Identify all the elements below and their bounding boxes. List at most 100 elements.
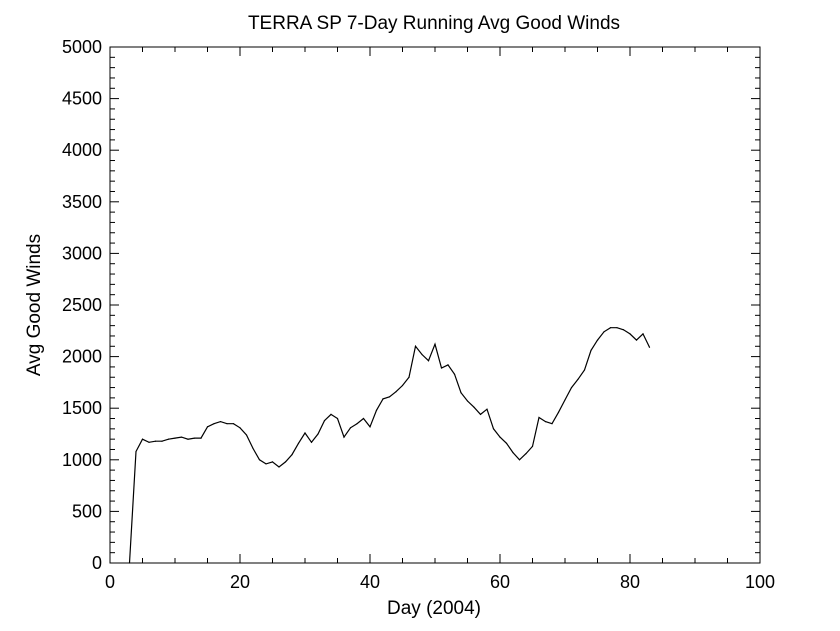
data-point xyxy=(603,331,605,333)
data-point xyxy=(421,353,423,356)
data-point xyxy=(258,459,261,461)
data-point xyxy=(388,396,391,398)
data-point xyxy=(271,461,274,463)
data-series-points xyxy=(128,327,651,564)
data-point xyxy=(323,419,326,422)
chart-title: TERRA SP 7-Day Running Avg Good Winds xyxy=(248,13,620,34)
data-point xyxy=(622,329,625,331)
data-point xyxy=(596,339,599,341)
data-point xyxy=(512,451,514,454)
data-point xyxy=(583,369,586,371)
data-point xyxy=(317,433,319,435)
y-tick-label: 5000 xyxy=(62,37,102,57)
data-point xyxy=(635,339,638,341)
data-point xyxy=(401,384,404,387)
data-point xyxy=(167,438,170,440)
data-point xyxy=(232,423,235,425)
data-point xyxy=(148,441,150,443)
data-point xyxy=(245,434,248,436)
data-point xyxy=(544,421,547,423)
data-point xyxy=(284,461,287,463)
x-tick-label: 20 xyxy=(230,572,250,592)
data-point xyxy=(291,454,293,456)
data-point xyxy=(486,408,488,410)
data-series-line xyxy=(128,327,651,564)
data-point xyxy=(336,417,339,420)
data-point xyxy=(135,450,137,453)
data-point xyxy=(330,413,332,415)
data-point xyxy=(473,406,475,408)
data-point xyxy=(557,411,560,413)
y-tick-label: 4500 xyxy=(62,89,102,109)
y-axis-tick-labels: 0 500 1000 1500 2000 2500 3000 3500 4000 4500 5000 xyxy=(62,37,102,573)
data-point xyxy=(479,413,482,415)
data-point xyxy=(382,398,384,400)
data-point xyxy=(239,427,241,429)
data-point xyxy=(590,349,592,352)
y-tick-label: 3000 xyxy=(62,243,102,263)
data-point xyxy=(395,391,397,393)
data-point xyxy=(466,400,469,402)
data-point xyxy=(219,421,222,423)
data-point xyxy=(226,423,228,425)
data-point xyxy=(180,436,183,438)
y-tick-label: 3500 xyxy=(62,192,102,212)
data-point xyxy=(570,386,573,389)
y-axis-label: Avg Good Winds xyxy=(24,234,45,376)
x-tick-label: 60 xyxy=(490,572,510,592)
data-point xyxy=(310,441,313,443)
plot-frame xyxy=(109,46,761,564)
data-point xyxy=(525,453,527,455)
data-point xyxy=(616,327,618,329)
y-tick-label: 4000 xyxy=(62,140,102,160)
data-point xyxy=(362,417,365,420)
data-point xyxy=(577,378,579,380)
data-point xyxy=(518,459,521,461)
data-point xyxy=(434,343,436,345)
data-point xyxy=(187,438,189,440)
data-point xyxy=(297,442,300,444)
y-tick-label: 0 xyxy=(92,553,102,573)
data-point xyxy=(551,423,553,425)
x-axis-label: Day (2004) xyxy=(387,598,481,619)
y-axis-ticks xyxy=(110,46,760,564)
data-point xyxy=(505,442,508,444)
data-point xyxy=(609,327,612,329)
data-point xyxy=(440,367,443,369)
data-point xyxy=(538,416,540,419)
data-point xyxy=(128,562,131,564)
x-tick-label: 0 xyxy=(105,572,115,592)
y-tick-label: 1000 xyxy=(62,450,102,470)
data-point xyxy=(206,426,209,428)
data-point xyxy=(492,428,495,430)
data-point xyxy=(648,346,651,348)
data-point xyxy=(531,445,534,447)
x-axis-tick-labels: 0 20 40 60 80 100 xyxy=(105,572,775,592)
y-tick-label: 2000 xyxy=(62,347,102,367)
data-point xyxy=(141,438,144,440)
data-point xyxy=(174,437,176,439)
data-point xyxy=(278,466,280,468)
data-point xyxy=(629,333,631,335)
data-point xyxy=(193,437,196,439)
data-point xyxy=(460,392,462,394)
data-point xyxy=(447,364,449,366)
data-point xyxy=(200,437,202,439)
data-point xyxy=(375,409,378,411)
data-point xyxy=(564,399,566,401)
x-tick-label: 100 xyxy=(745,572,775,592)
y-tick-label: 2500 xyxy=(62,295,102,315)
data-point xyxy=(304,432,306,434)
data-point xyxy=(161,440,163,442)
data-point xyxy=(427,360,430,362)
data-point xyxy=(213,423,215,425)
x-axis-ticks xyxy=(109,47,761,563)
x-tick-label: 40 xyxy=(360,572,380,592)
data-point xyxy=(499,436,501,438)
y-tick-label: 500 xyxy=(72,501,102,521)
data-point xyxy=(252,447,254,450)
data-point xyxy=(265,463,267,465)
data-point xyxy=(642,333,644,335)
data-point xyxy=(154,440,157,442)
